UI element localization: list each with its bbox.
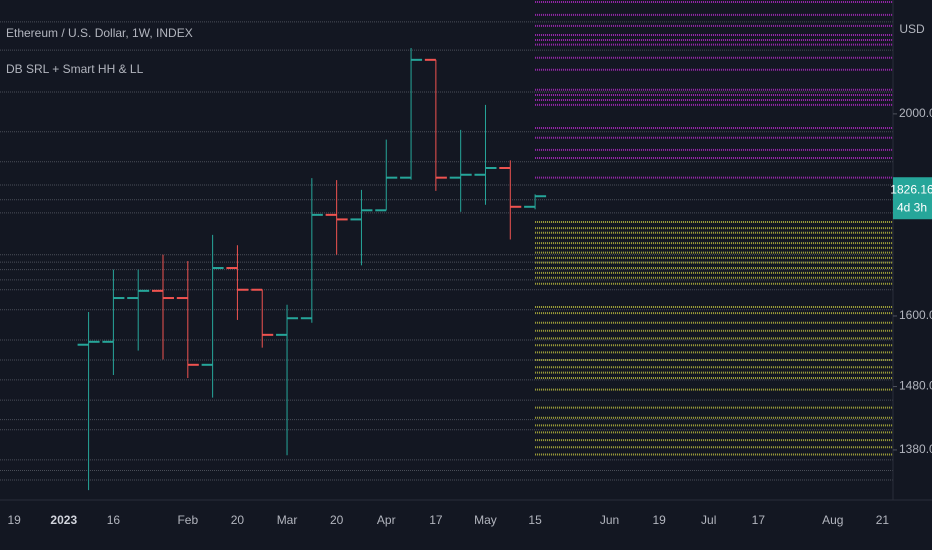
x-tick-label: 17 (752, 513, 766, 527)
x-tick-label: Jul (701, 513, 716, 527)
currency-label: USD (899, 22, 925, 36)
x-tick-label: 2023 (50, 513, 77, 527)
y-tick-label: 1380.00 (899, 442, 932, 456)
countdown-label: 4d 3h (897, 200, 927, 214)
x-tick-label: Jun (600, 513, 619, 527)
last-price-label: 1826.16 (890, 182, 932, 196)
x-tick-label: May (474, 513, 497, 527)
x-tick-label: Apr (377, 513, 396, 527)
price-tag: 1826.16 4d 3h (890, 177, 932, 220)
x-tick-label: 19 (7, 513, 21, 527)
x-tick-label: 17 (429, 513, 443, 527)
indicator-name: DB SRL + Smart HH & LL (6, 62, 144, 76)
x-tick-label: Aug (822, 513, 843, 527)
y-tick-label: 1600.00 (899, 308, 932, 322)
y-tick-label: 1480.00 (899, 379, 932, 393)
bars-layer (77, 47, 547, 491)
x-tick-label: 15 (528, 513, 542, 527)
x-tick-label: 16 (107, 513, 121, 527)
axes-layer: 2000.00 1600.00 1480.00 1380.00 19 2023 16 Feb 2… (7, 106, 932, 527)
chart-title: Ethereum / U.S. Dollar, 1W, INDEX (6, 26, 193, 40)
x-tick-label: Feb (177, 513, 198, 527)
levels-layer (0, 0, 893, 481)
x-tick-label: 20 (231, 513, 245, 527)
x-tick-label: 19 (652, 513, 666, 527)
y-tick-label: 2000.00 (899, 106, 932, 120)
x-tick-label: Mar (277, 513, 298, 527)
x-tick-label: 20 (330, 513, 344, 527)
price-tag-box (893, 177, 932, 220)
x-tick-label: 21 (876, 513, 890, 527)
